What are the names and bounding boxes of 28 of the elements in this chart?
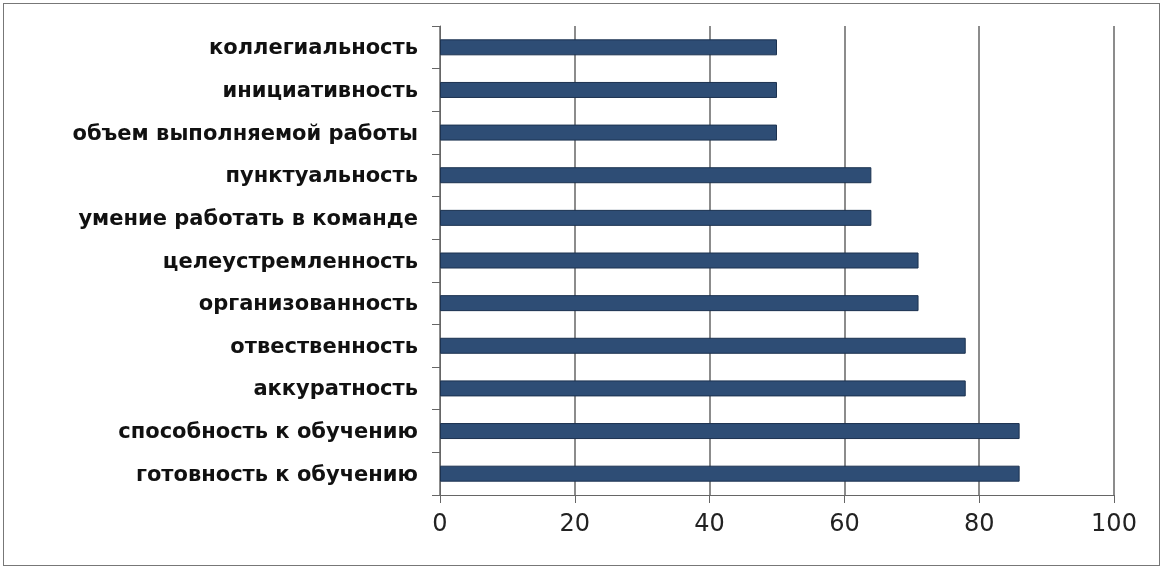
y-tick-label: аккуратность xyxy=(253,376,418,401)
x-tick-label: 100 xyxy=(1091,509,1137,537)
bar xyxy=(440,295,919,312)
y-tick-label: способность к обучению xyxy=(118,419,418,444)
y-tick-label: организованность xyxy=(198,291,418,316)
bar xyxy=(440,252,919,269)
x-tick-label: 0 xyxy=(432,509,448,537)
bar xyxy=(440,465,1020,482)
y-tick-label: коллегиальность xyxy=(208,35,418,60)
bar xyxy=(440,380,966,397)
y-tick-label: умение работать в команде xyxy=(78,205,418,230)
bar xyxy=(440,209,872,226)
y-tick-label: инициативность xyxy=(222,77,418,102)
bar xyxy=(440,337,966,354)
x-tick-label: 60 xyxy=(829,509,860,537)
bar xyxy=(440,423,1020,440)
y-tick-label: целеустремленность xyxy=(162,248,418,273)
y-tick-label: объем выполняемой работы xyxy=(72,120,418,145)
x-tick-label: 80 xyxy=(963,509,995,537)
x-tick-label: 20 xyxy=(559,509,591,537)
bar xyxy=(440,39,777,56)
bar xyxy=(440,81,777,98)
x-tick-label: 40 xyxy=(694,509,725,537)
bar xyxy=(440,124,777,141)
y-tick-label: готовность к обучению xyxy=(135,461,418,486)
bar xyxy=(440,167,872,184)
y-tick-label: пунктуальность xyxy=(225,163,418,188)
y-tick-label: отвественность xyxy=(230,333,418,358)
